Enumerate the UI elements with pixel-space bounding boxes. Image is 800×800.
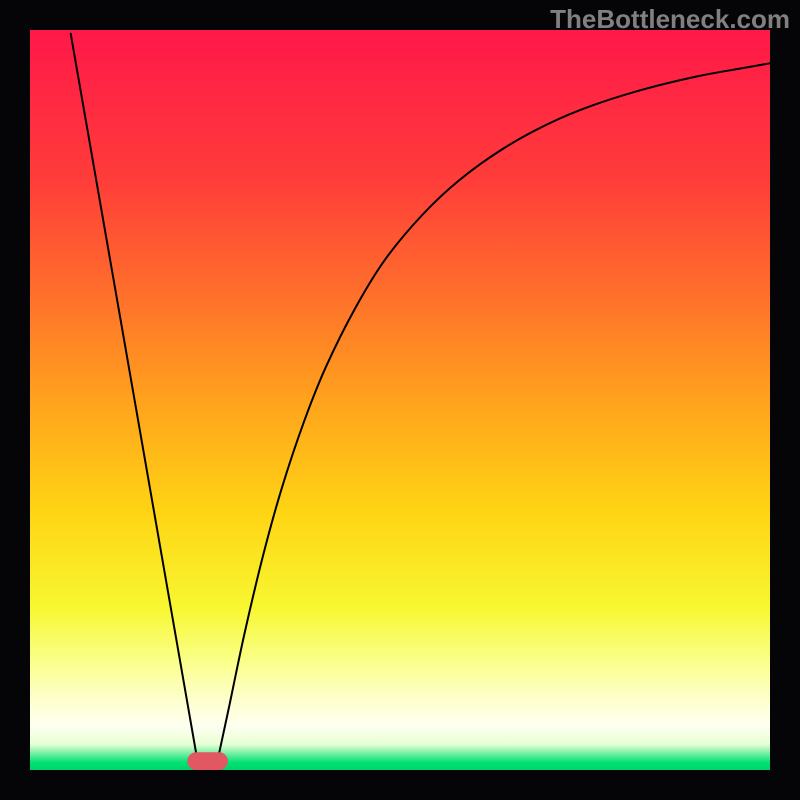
optimum-marker <box>187 752 228 770</box>
chart-svg <box>0 0 800 800</box>
plot-background <box>30 30 770 770</box>
bottleneck-chart: TheBottleneck.com <box>0 0 800 800</box>
watermark-text: TheBottleneck.com <box>550 4 790 35</box>
